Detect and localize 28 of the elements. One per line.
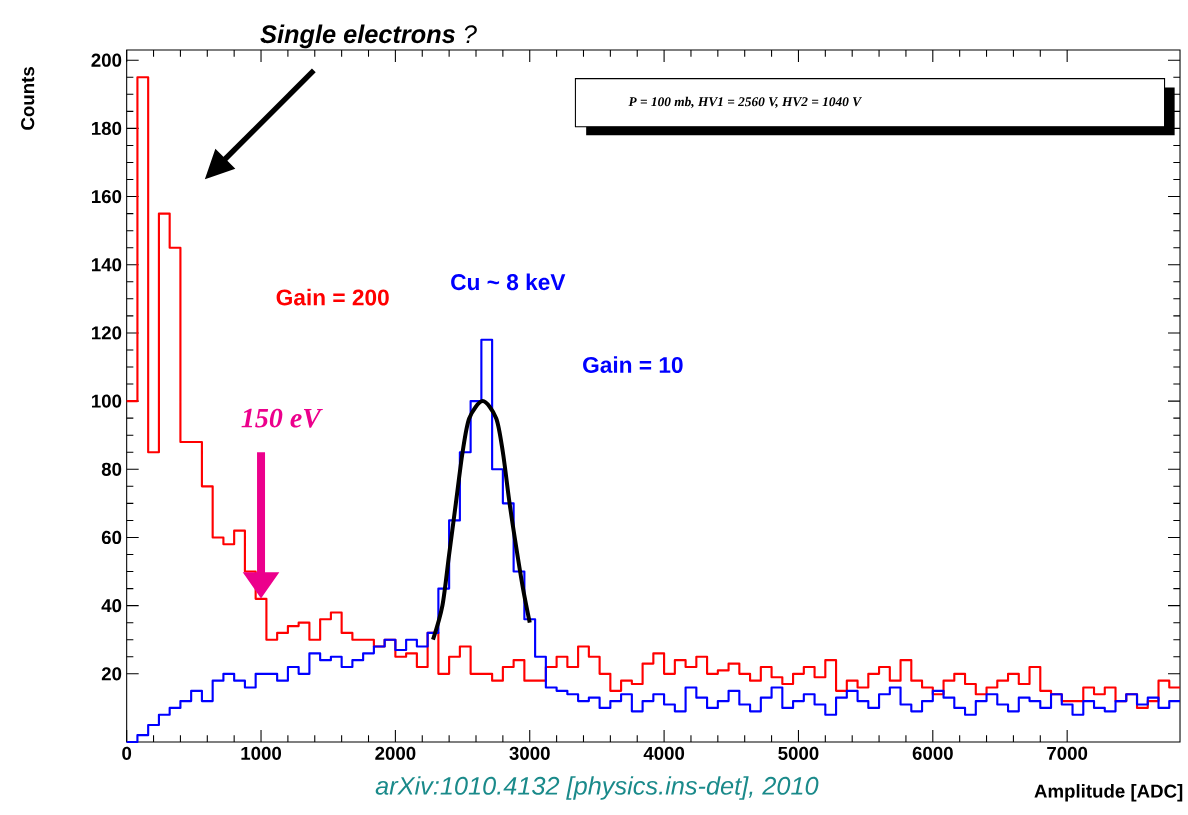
x-tick-label: 1000: [241, 746, 282, 761]
y-tick-label: 40: [101, 599, 122, 613]
x-tick-label: 5000: [778, 746, 819, 761]
x-tick-label: 2000: [375, 746, 416, 761]
annotation: P = 100 mb, HV1 = 2560 V, HV2 = 1040 V: [628, 96, 862, 109]
y-tick-label: 140: [91, 258, 122, 272]
y-tick-label: 80: [101, 462, 122, 477]
y-tick-label: 120: [91, 326, 122, 340]
x-tick-label: 3000: [509, 746, 550, 761]
y-tick-label: 20: [101, 667, 122, 681]
text: Gain = 10: [583, 356, 683, 374]
line-series: [431, 399, 532, 642]
x-tick-label: 0: [122, 746, 132, 761]
text: Single electrons ?: [260, 24, 477, 49]
y-tick-label: 100: [91, 394, 122, 408]
y-axis-title: Counts: [21, 67, 35, 130]
x-tick-label: 7000: [1047, 746, 1088, 761]
y-tick-label: 160: [91, 190, 122, 204]
x-tick-label: 4000: [643, 746, 685, 761]
text: Gain = 200: [276, 288, 389, 306]
text: arXiv:1010.4132 [physics.ins-det], 2010: [375, 776, 819, 800]
x-axis-title: Amplitude [ADC]: [1034, 784, 1183, 802]
y-tick-label: 60: [101, 531, 122, 545]
annotation: 150 eV: [241, 408, 323, 428]
y-tick-label: 200: [91, 53, 122, 68]
x-tick-label: 6000: [912, 746, 953, 761]
annotation: Cu ~ 8 keV: [451, 273, 566, 291]
y-tick-label: 180: [91, 121, 122, 136]
